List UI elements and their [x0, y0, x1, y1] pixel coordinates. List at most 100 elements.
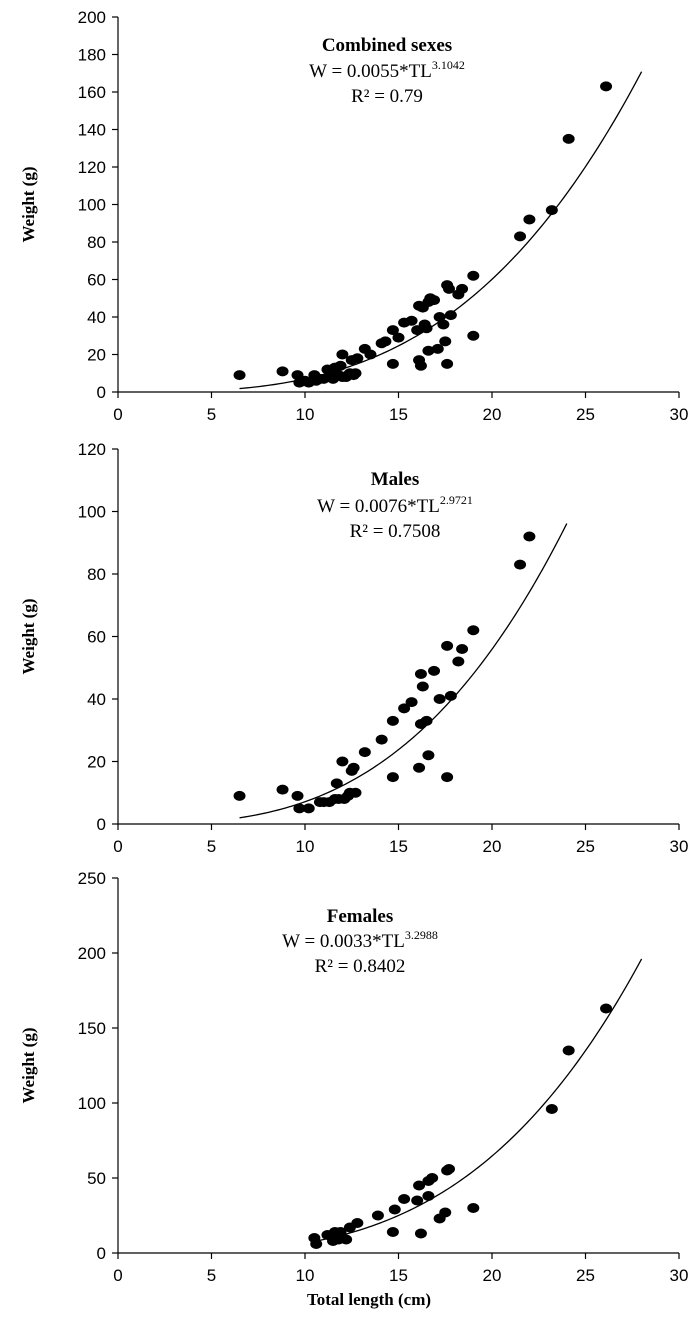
- panel-0: 0 20 40 60 80 100 120 140 160 180 200 0 5 10 15 20 25 30 W…: [19, 8, 688, 424]
- y-tick-label: 100: [78, 503, 106, 522]
- x-tick-label: 30: [670, 1266, 689, 1285]
- data-point: [398, 1194, 411, 1204]
- data-point: [379, 336, 392, 347]
- data-point: [456, 644, 469, 654]
- data-point: [467, 330, 480, 341]
- data-point: [334, 360, 347, 371]
- data-point: [441, 772, 454, 783]
- data-point: [347, 762, 360, 773]
- data-point: [351, 1218, 364, 1228]
- data-point: [349, 787, 362, 798]
- data-point: [441, 640, 454, 651]
- data-point: [545, 1104, 558, 1114]
- data-point: [420, 323, 433, 334]
- fit-curve: [314, 958, 643, 1243]
- data-point: [428, 665, 441, 676]
- data-point: [514, 231, 527, 242]
- x-tick-label: 5: [207, 837, 216, 856]
- data-point: [431, 343, 444, 354]
- y-tick-label: 250: [78, 869, 106, 888]
- y-tick-label: 60: [87, 628, 106, 647]
- data-point: [405, 697, 418, 708]
- panel-title: Males: [371, 469, 420, 490]
- data-point: [441, 358, 454, 369]
- equation-base: W = 0.0033*TL: [282, 931, 405, 952]
- data-point: [416, 681, 429, 692]
- data-point: [351, 353, 364, 364]
- y-tick-label: 50: [87, 1169, 106, 1188]
- x-tick-label: 5: [207, 405, 216, 424]
- data-point: [467, 270, 480, 281]
- y-axis-title: Weight (g): [19, 1027, 38, 1103]
- data-point: [467, 625, 480, 636]
- x-tick-label: 30: [670, 837, 689, 856]
- data-point: [276, 366, 289, 377]
- y-tick-label: 0: [97, 1244, 106, 1263]
- data-point: [413, 762, 426, 773]
- data-point: [411, 1195, 424, 1206]
- data-point: [293, 803, 306, 814]
- x-tick-label: 15: [389, 405, 408, 424]
- data-point: [426, 1173, 439, 1183]
- x-tick-label: 0: [113, 405, 122, 424]
- y-tick-label: 80: [87, 233, 106, 252]
- x-axis-title: Total length (cm): [307, 1290, 431, 1309]
- data-point: [398, 703, 411, 714]
- y-tick-label: 120: [78, 440, 106, 459]
- data-point: [386, 358, 399, 369]
- equation-exponent: 3.2988: [405, 928, 438, 942]
- fit-curve: [239, 523, 568, 819]
- data-point: [422, 345, 435, 356]
- x-tick-label: 0: [113, 1266, 122, 1285]
- data-point: [433, 312, 446, 322]
- data-point: [336, 756, 349, 767]
- y-tick-label: 180: [78, 46, 106, 65]
- data-point: [545, 205, 558, 216]
- y-tick-label: 80: [87, 565, 106, 584]
- data-point: [302, 803, 315, 814]
- data-point: [330, 778, 343, 789]
- x-tick-label: 30: [670, 405, 689, 424]
- x-tick-label: 5: [207, 1266, 216, 1285]
- y-tick-label: 150: [78, 1019, 106, 1038]
- y-tick-label: 40: [87, 308, 106, 327]
- data-point: [523, 531, 536, 542]
- y-tick-label: 100: [78, 1094, 106, 1113]
- data-point: [414, 669, 427, 679]
- x-tick-label: 25: [576, 1266, 595, 1285]
- r-squared: R² = 0.8402: [315, 956, 406, 977]
- data-point: [334, 1227, 347, 1237]
- data-point: [336, 349, 349, 360]
- data-point: [439, 336, 452, 347]
- data-point: [310, 1239, 323, 1249]
- data-point: [340, 1234, 353, 1245]
- data-point: [433, 694, 446, 704]
- x-tick-label: 15: [389, 1266, 408, 1285]
- data-point: [600, 81, 613, 92]
- data-point: [428, 295, 441, 306]
- data-point: [375, 734, 388, 745]
- y-tick-label: 40: [87, 690, 106, 709]
- y-tick-label: 0: [97, 383, 106, 402]
- data-point: [358, 747, 371, 758]
- data-point: [386, 325, 399, 336]
- data-point: [422, 750, 435, 761]
- equation-exponent: 2.9721: [440, 493, 473, 507]
- data-point: [456, 283, 469, 294]
- data-point: [371, 1210, 384, 1221]
- r-squared: R² = 0.79: [351, 86, 423, 107]
- data-point: [514, 559, 527, 570]
- x-tick-label: 20: [483, 837, 502, 856]
- panel-1: 0 20 40 60 80 100 120 0 5 10 15 20 25 30 Weight (g) Mal…: [19, 440, 688, 856]
- data-point: [444, 690, 457, 701]
- x-tick-label: 15: [389, 837, 408, 856]
- y-axis-title: Weight (g): [19, 166, 38, 242]
- y-tick-label: 60: [87, 271, 106, 290]
- panel-title: Combined sexes: [322, 35, 452, 56]
- x-tick-label: 20: [483, 405, 502, 424]
- x-tick-label: 0: [113, 837, 122, 856]
- equation-base: W = 0.0076*TL: [317, 496, 440, 517]
- data-point: [467, 1203, 480, 1213]
- r-squared: R² = 0.7508: [350, 521, 441, 542]
- data-point: [420, 715, 433, 726]
